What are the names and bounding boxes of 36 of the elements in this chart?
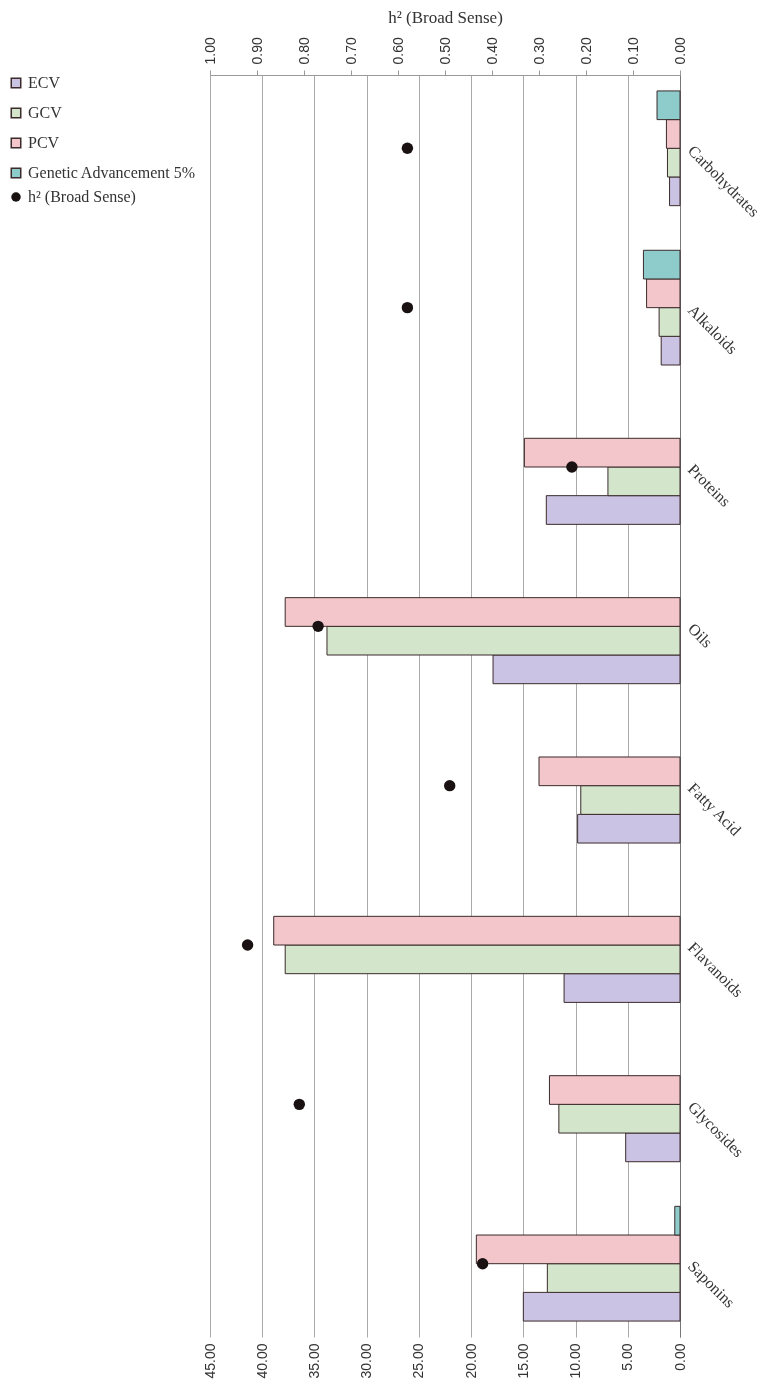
x-tick-label: 40.00 <box>253 1343 270 1379</box>
x-tick-label: 5.00 <box>619 1343 636 1371</box>
point <box>401 301 414 314</box>
legend-label: GCV <box>28 104 63 121</box>
point <box>444 779 456 792</box>
x-tick-label: 10.00 <box>567 1343 584 1379</box>
x-tick-label: 35.00 <box>305 1343 322 1379</box>
point <box>566 461 578 473</box>
legend-label: Genetic Advancement 5% <box>28 164 196 181</box>
x2-tick-label: 0.70 <box>342 37 359 65</box>
x-tick-label: 45.00 <box>201 1343 218 1379</box>
point <box>293 1098 305 1111</box>
point <box>241 939 254 951</box>
x2-tick-label: 1.00 <box>201 37 218 65</box>
x2-axis-title: h² (Broad Sense) <box>388 8 503 28</box>
x-tick-label: 20.00 <box>462 1343 479 1379</box>
x-tick-label: 30.00 <box>358 1343 375 1379</box>
point <box>401 142 414 154</box>
x2-tick-label: 0.40 <box>483 37 500 65</box>
x2-tick-label: 0.50 <box>436 37 453 65</box>
x2-tick-label: 0.20 <box>577 37 594 65</box>
x2-tick-label: 0.30 <box>530 37 547 65</box>
legend-label: ECV <box>28 74 61 91</box>
point <box>476 1258 489 1270</box>
x2-tick-label: 0.90 <box>248 37 265 65</box>
y-tick-label: Oils <box>684 619 716 651</box>
point <box>312 620 324 633</box>
legend-label: h² (Broad Sense) <box>28 188 136 206</box>
x2-tick-label: 0.00 <box>671 37 688 65</box>
legend-label: PCV <box>28 134 60 151</box>
x-tick-label: 0.00 <box>671 1343 688 1371</box>
x2-tick-label: 0.10 <box>624 37 641 65</box>
x2-tick-label: 0.60 <box>389 37 406 65</box>
x-tick-label: 25.00 <box>410 1343 427 1379</box>
x2-tick-label: 0.80 <box>295 37 312 65</box>
x-tick-label: 15.00 <box>514 1343 531 1379</box>
